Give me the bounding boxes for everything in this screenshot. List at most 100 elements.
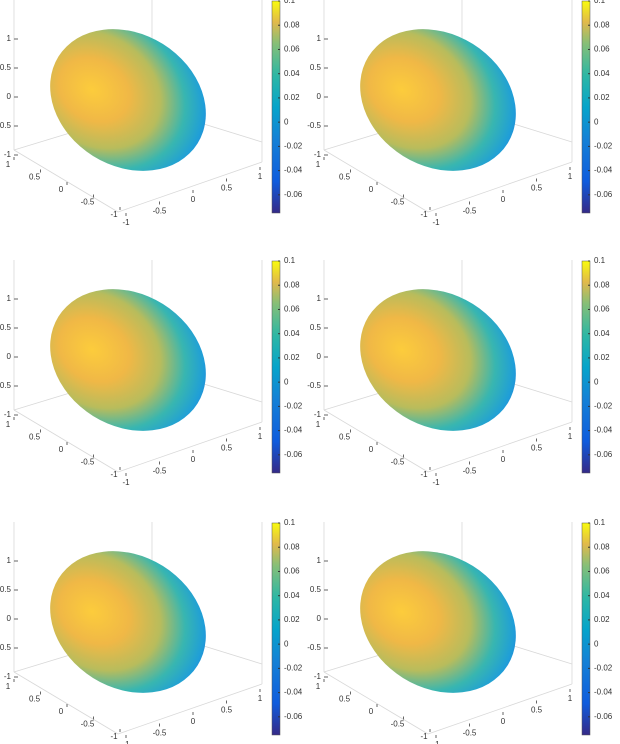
- axis-box: [323, 671, 429, 735]
- axis-box: [427, 683, 573, 735]
- y-tick-label: 0.5: [531, 706, 543, 715]
- colorbar-tick-label: 0.04: [594, 591, 610, 600]
- colorbar-tick-label: 0: [594, 377, 599, 386]
- y-tick-label: 1: [258, 172, 263, 181]
- z-tick-label: 0.5: [0, 585, 12, 594]
- y-tick-label: 0.5: [531, 444, 543, 453]
- axis-box: [117, 683, 263, 735]
- colorbar-tick-label: -0.02: [594, 401, 613, 410]
- y-tick-label: 1: [568, 172, 573, 181]
- colorbar-tick-label: -0.04: [594, 426, 613, 435]
- colorbar-tick-label: 0.1: [284, 0, 296, 5]
- axis-box: [323, 409, 429, 473]
- x-tick-label: -0.5: [81, 198, 95, 207]
- x-tick-label: 0.5: [29, 433, 41, 442]
- colorbar-tick-label: 0.04: [594, 329, 610, 338]
- z-tick-label: 0: [317, 614, 322, 623]
- surface-sphere: [360, 289, 516, 431]
- colorbar-tick-label: -0.02: [594, 141, 613, 150]
- y-tick-label: 0: [191, 717, 196, 726]
- colorbar-tick-label: 0.06: [284, 45, 300, 54]
- colorbar-tick-label: -0.04: [284, 688, 303, 697]
- z-tick-label: 0: [7, 352, 12, 361]
- colorbar: [581, 0, 591, 214]
- y-tick-label: -0.5: [153, 729, 167, 738]
- z-tick-label: -0.5: [0, 121, 12, 130]
- z-tick-label: -1: [4, 150, 12, 159]
- colorbar-tick-label: 0.08: [594, 280, 610, 289]
- axis-box: [13, 149, 119, 213]
- z-tick-label: 1: [7, 294, 12, 303]
- colorbar-tick-label: 0: [284, 377, 289, 386]
- colorbar-tick-label: 0.02: [284, 93, 300, 102]
- x-tick-label: 0: [369, 445, 374, 454]
- x-tick-label: 1: [6, 682, 11, 691]
- x-tick-label: 1: [316, 160, 321, 169]
- colorbar-tick-label: -0.04: [284, 426, 303, 435]
- colorbar-tick-label: 0.02: [594, 93, 610, 102]
- z-tick-label: 1: [317, 556, 322, 565]
- y-tick-label: -1: [432, 218, 440, 227]
- colorbar-tick-label: 0.06: [284, 305, 300, 314]
- colorbar-tick-label: 0.1: [284, 518, 296, 527]
- x-tick-label: 0.5: [339, 173, 351, 182]
- colorbar-tick-label: -0.06: [284, 712, 303, 721]
- z-tick-label: 0: [317, 92, 322, 101]
- y-tick-label: -0.5: [463, 729, 477, 738]
- z-tick-label: 1: [7, 34, 12, 43]
- z-tick-label: 0.5: [310, 323, 322, 332]
- x-tick-label: 0.5: [339, 433, 351, 442]
- colorbar-tick-label: -0.06: [284, 190, 303, 199]
- colorbar-tick-label: 0.08: [284, 20, 300, 29]
- surface-sphere: [360, 551, 516, 693]
- surface-sphere: [360, 29, 516, 171]
- axis-box: [117, 421, 263, 473]
- colorbar-tick-label: -0.04: [284, 166, 303, 175]
- surface-sphere: [50, 29, 206, 171]
- colorbar-tick-label: -0.02: [284, 401, 303, 410]
- x-tick-label: -0.5: [81, 458, 95, 467]
- z-tick-label: -1: [314, 410, 322, 419]
- colorbar: [271, 522, 281, 736]
- colorbar-tick-label: 0.06: [284, 567, 300, 576]
- z-tick-label: -0.5: [307, 121, 321, 130]
- y-tick-label: -0.5: [153, 207, 167, 216]
- x-tick-label: -1: [110, 470, 118, 479]
- colorbar-tick-label: 0.04: [284, 591, 300, 600]
- z-tick-label: -1: [4, 410, 12, 419]
- z-tick-label: 0: [317, 352, 322, 361]
- colorbar-tick-label: -0.06: [284, 450, 303, 459]
- y-tick-label: 0: [501, 195, 506, 204]
- x-tick-label: 1: [6, 160, 11, 169]
- z-tick-label: -1: [314, 150, 322, 159]
- colorbar-tick-label: 0.04: [594, 69, 610, 78]
- y-tick-label: 1: [568, 432, 573, 441]
- axis-box: [13, 671, 119, 735]
- z-tick-label: 0: [7, 614, 12, 623]
- axis-box: [13, 409, 119, 473]
- z-tick-label: -0.5: [307, 643, 321, 652]
- colorbar-tick-label: 0.08: [594, 542, 610, 551]
- z-tick-label: -0.5: [0, 643, 12, 652]
- y-tick-label: 0: [191, 195, 196, 204]
- colorbar-tick-label: -0.02: [284, 663, 303, 672]
- colorbar: [581, 260, 591, 474]
- colorbar-tick-label: 0: [594, 639, 599, 648]
- z-tick-label: 0.5: [310, 585, 322, 594]
- colorbar-tick-label: 0: [284, 639, 289, 648]
- colorbar-tick-label: 0.02: [594, 615, 610, 624]
- x-tick-label: -1: [420, 732, 428, 741]
- x-tick-label: 0: [369, 707, 374, 716]
- z-tick-label: 0: [7, 92, 12, 101]
- x-tick-label: 1: [316, 420, 321, 429]
- colorbar: [271, 260, 281, 474]
- surface-sphere: [50, 289, 206, 431]
- colorbar-tick-label: 0.1: [284, 256, 296, 265]
- y-tick-label: -0.5: [463, 467, 477, 476]
- axis-box: [117, 161, 263, 213]
- colorbar-tick-label: 0: [284, 117, 289, 126]
- x-tick-label: 1: [316, 682, 321, 691]
- axis-box: [427, 161, 573, 213]
- x-tick-label: 0.5: [339, 695, 351, 704]
- colorbar-tick-label: -0.02: [284, 141, 303, 150]
